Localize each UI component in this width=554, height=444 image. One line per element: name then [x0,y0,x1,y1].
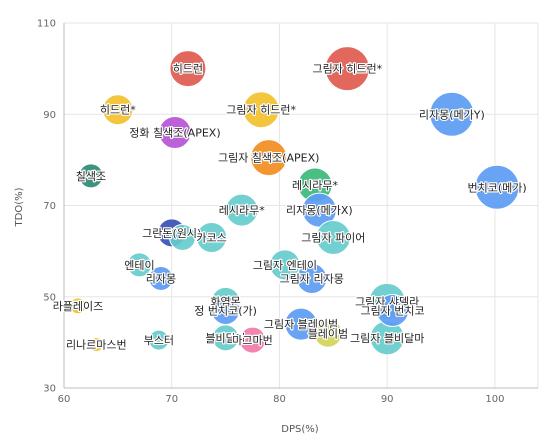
bubble-label: 히드런* [100,103,136,117]
x-tick-label: 90 [381,394,394,405]
bubble[interactable] [239,326,267,354]
bubble[interactable] [474,164,520,210]
bubble-label: 그림자 샤델라 [355,295,419,308]
bubble-label: 리자몽(메가X) [286,204,353,217]
bubble[interactable] [242,91,280,129]
bubble[interactable] [315,219,351,255]
bubble-label: 그림자 번치코 [360,304,424,317]
bubble[interactable] [429,91,475,137]
y-tick-label: 30 [43,384,56,395]
bubble[interactable] [269,249,301,281]
bubble-label: 엔테이 [124,259,154,272]
bubble-label: 정화 칠색조(APEX) [129,127,220,140]
bubble-label: 리나르마스번 [66,339,127,352]
bubble[interactable] [296,263,328,294]
y-tick-label: 90 [43,110,56,121]
bubble-label: 그림자 히드런* [312,62,382,76]
x-tick-label: 80 [273,394,286,405]
bubble[interactable] [196,221,228,253]
bubble-label: 리자몽 [146,273,176,286]
bubble-label: 라플레이즈 [53,300,104,313]
x-tick-label: 70 [165,394,178,405]
y-tick-label: 70 [43,201,56,212]
x-tick-label: 60 [58,394,71,405]
x-tick-label: 100 [485,394,504,405]
bubble[interactable] [148,329,170,351]
bubble-label: 그림자 리자몽 [280,273,344,286]
label-layer: 히드런 그림자 히드런*히드런* 그림자 히드런* 리자몽(메가Y)정화 칠색조(AP… [51,60,527,352]
y-tick-label: 50 [43,292,56,303]
bubble-label: 그림자 엔테이 [253,259,317,272]
bubble[interactable] [78,163,104,189]
bubble-label: 카코스 [196,231,226,244]
bubble-label: 블비달마 [205,332,245,345]
bubble[interactable] [169,223,196,251]
bubble-label: 블레이범 [308,327,348,340]
bubble[interactable] [169,50,207,88]
bubble-label: 그림자 칠색조(APEX) [218,152,319,165]
bubble[interactable] [102,94,134,126]
bubble[interactable] [376,293,410,327]
bubble[interactable] [69,297,87,315]
bubble[interactable] [324,46,370,92]
bubble-label: 그림자 파이어 [301,231,365,244]
bubble-layer [69,46,520,356]
bubble-label: 마그마번 [232,334,272,347]
bubble-label: 리자몽(메가Y) [419,108,485,121]
bubble[interactable] [88,337,104,353]
bubble-label: 정 번치코(가) [194,304,257,317]
y-axis-title: TDO(%) [14,187,25,227]
axis-layer: 60 70 80 90 100 30 50 70 90 110 [37,19,538,405]
bubble[interactable] [313,318,343,348]
bubble-label: 그림자 히드런* [226,103,296,117]
bubble-label: 히드런 [173,62,203,76]
bubble-label: 그림자 블레이범 [264,318,338,331]
bubble-label: 레시라무* [292,179,338,192]
bubble-label: 화염몬 [210,295,240,308]
bubble[interactable] [212,324,240,352]
y-tick-label: 110 [37,19,56,30]
bubble-label: 칠색조 [76,170,106,183]
bubble-label: 부스터 [144,334,174,347]
bubble-label: 번치코(메가) [467,181,526,194]
bubble[interactable] [148,266,174,291]
bubble[interactable] [250,139,288,177]
bubble-label: 레시라무* [219,204,265,217]
bubble[interactable] [225,193,259,227]
x-axis-title: DPS(%) [281,424,318,435]
bubble-label: 그림자 블비달마 [350,332,424,345]
bubble[interactable] [158,116,192,149]
bubble[interactable] [126,252,152,278]
bubble-label: 그란돈(원시) [142,227,201,240]
